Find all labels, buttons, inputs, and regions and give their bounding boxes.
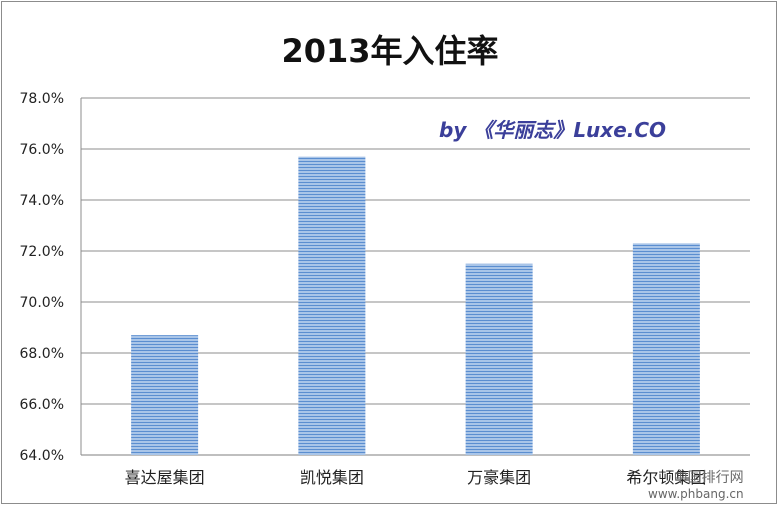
y-tick-label: 68.0%: [20, 346, 64, 362]
x-tick-label: 希尔顿集团: [626, 468, 706, 487]
bar: [465, 263, 533, 455]
site-watermark: 中国排行网 www.phbang.cn: [648, 470, 744, 501]
x-tick-label: 凯悦集团: [300, 468, 364, 487]
source-annotation: by 《华丽志》Luxe.CO: [439, 118, 667, 142]
y-tick-label: 78.0%: [20, 91, 64, 107]
y-tick-label: 66.0%: [20, 397, 64, 413]
y-tick-label: 76.0%: [20, 142, 64, 158]
y-tick-label: 72.0%: [20, 244, 64, 260]
x-tick-label: 万豪集团: [467, 468, 531, 487]
bars: [131, 156, 700, 455]
bar: [298, 156, 366, 455]
bar: [131, 335, 199, 455]
y-tick-label: 64.0%: [20, 448, 64, 464]
x-tick-label: 喜达屋集团: [125, 468, 205, 487]
site-watermark-url: www.phbang.cn: [648, 486, 744, 501]
chart-title: 2013年入住率: [281, 32, 499, 70]
site-watermark-name: 中国排行网: [673, 470, 744, 486]
y-tick-label: 74.0%: [20, 193, 64, 209]
x-axis: 喜达屋集团 凯悦集团 万豪集团 希尔顿集团: [125, 468, 707, 487]
bar: [632, 243, 700, 455]
y-axis: 64.0% 66.0% 68.0% 70.0% 72.0% 74.0% 76.0% 78.0%: [20, 91, 82, 464]
y-tick-label: 70.0%: [20, 295, 64, 311]
